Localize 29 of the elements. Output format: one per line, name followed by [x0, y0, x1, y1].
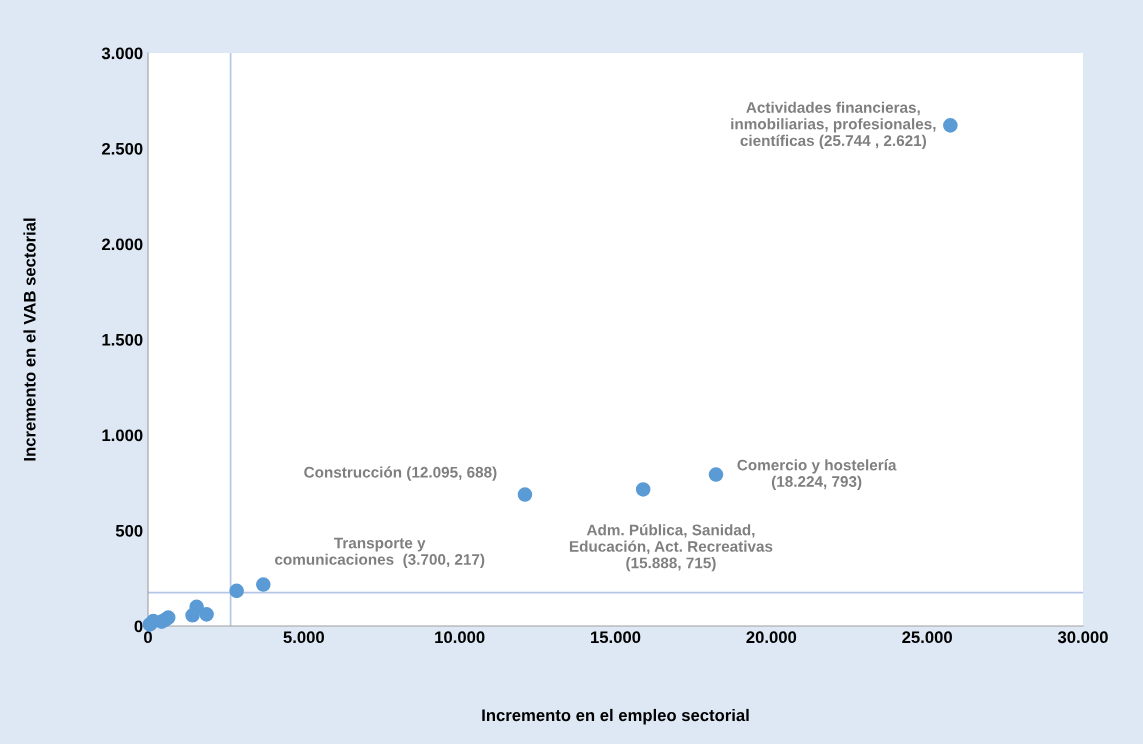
y-axis-title: Incremento en el VAB sectorial: [23, 218, 36, 461]
x-tick-label: 5.000: [283, 631, 325, 644]
x-tick-label: 0: [144, 631, 152, 644]
y-tick-label: 2.000: [102, 238, 143, 251]
y-tick-label: 3.000: [101, 47, 143, 60]
point: [517, 487, 533, 502]
x-tick-label: 10.000: [435, 631, 485, 644]
annotation: Actividades financieras, inmobiliarias, profesionales, científicas (25.744 , 2.621): [731, 101, 936, 150]
point: [199, 607, 214, 622]
x-axis-title: Incremento en el empleo sectorial: [482, 708, 749, 725]
y-tick-label: 1.000: [102, 429, 143, 442]
x-tick-label: 15.000: [591, 631, 641, 644]
x-tick-label: 20.000: [746, 631, 797, 644]
annotation: Transporte y comunicaciones (3.700, 217): [275, 537, 485, 568]
y-tick-label: 1.500: [102, 333, 143, 346]
point: [708, 467, 724, 482]
y-tick-label: 2.500: [102, 142, 143, 155]
annotation: Adm. Pública, Sanidad, Educación, Act. Recreativas (15.888, 715): [569, 524, 773, 572]
point: [229, 583, 244, 599]
x-tick-label: 25.000: [902, 631, 952, 644]
y-tick-label: 500: [115, 524, 143, 537]
x-tick-label: 30.000: [1057, 631, 1108, 644]
point: [189, 599, 204, 615]
point: [256, 577, 271, 592]
point: [943, 118, 958, 133]
annotation: Comercio y hostelería (18.224, 793): [737, 459, 897, 490]
point: [635, 482, 651, 497]
y-tick-label: 0: [134, 620, 143, 633]
annotation: Construcción (12.095, 688): [304, 466, 497, 481]
